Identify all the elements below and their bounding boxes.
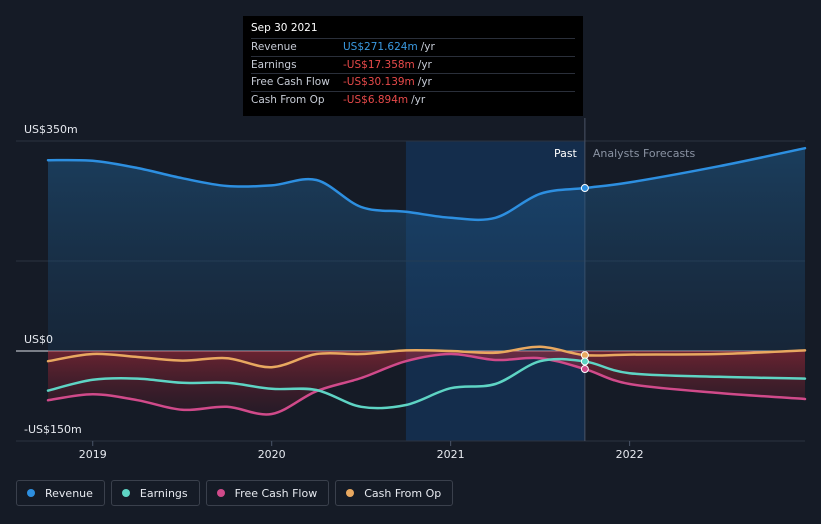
revenue-line bbox=[46, 146, 807, 222]
legend-label: Earnings bbox=[139, 486, 188, 500]
legend-dot-icon bbox=[121, 489, 130, 497]
tooltip-row-cash-from-op: Cash From Op -US$6.894m /yr bbox=[251, 90, 575, 109]
tooltip-label: Free Cash Flow bbox=[251, 76, 330, 89]
tooltip: Sep 30 2021 Revenue US$271.624m /yr Earn… bbox=[243, 16, 583, 116]
negative-area bbox=[48, 351, 805, 415]
tooltip-unit: /yr bbox=[420, 41, 435, 54]
legend-label: Cash From Op bbox=[364, 486, 442, 500]
y-tick-label: US$0 bbox=[24, 333, 53, 346]
tooltip-date: Sep 30 2021 bbox=[251, 22, 318, 34]
revenue-area bbox=[48, 148, 805, 351]
legend: Revenue Earnings Free Cash Flow Cash Fro… bbox=[16, 480, 454, 506]
earnings-marker bbox=[580, 357, 589, 366]
tooltip-unit: /yr bbox=[417, 76, 432, 89]
legend-item-earnings[interactable]: Earnings bbox=[110, 480, 200, 506]
tooltip-row-earnings: Earnings -US$17.358m /yr bbox=[251, 55, 575, 74]
legend-dot-icon bbox=[346, 489, 355, 497]
tooltip-row-revenue: Revenue US$271.624m /yr bbox=[251, 38, 575, 56]
legend-item-revenue[interactable]: Revenue bbox=[16, 480, 105, 506]
legend-item-free-cash-flow[interactable]: Free Cash Flow bbox=[205, 480, 330, 506]
tooltip-unit: /yr bbox=[411, 93, 426, 106]
tooltip-label: Revenue bbox=[251, 41, 297, 54]
tooltip-row-free-cash-flow: Free Cash Flow -US$30.139m /yr bbox=[251, 73, 575, 91]
revenue-marker bbox=[580, 184, 589, 193]
tooltip-value: -US$6.894m bbox=[343, 93, 409, 106]
tooltip-value: -US$30.139m bbox=[343, 76, 415, 89]
tooltip-value: US$271.624m bbox=[343, 41, 418, 54]
x-tick-label: 2021 bbox=[437, 448, 465, 461]
free-cash-flow-marker bbox=[580, 365, 589, 374]
legend-label: Free Cash Flow bbox=[234, 486, 318, 500]
legend-dot-icon bbox=[216, 489, 225, 497]
x-tick-label: 2019 bbox=[79, 448, 107, 461]
y-tick-label: -US$150m bbox=[24, 423, 82, 436]
x-tick-label: 2022 bbox=[616, 448, 644, 461]
earnings-line bbox=[46, 357, 807, 410]
tooltip-label: Earnings bbox=[251, 58, 297, 71]
legend-label: Revenue bbox=[45, 486, 93, 500]
past-label: Past bbox=[554, 147, 578, 160]
tooltip-value: -US$17.358m bbox=[343, 58, 415, 71]
legend-dot-icon bbox=[27, 489, 35, 497]
free-cash-flow-line bbox=[46, 352, 807, 416]
tooltip-unit: /yr bbox=[417, 58, 432, 71]
forecast-label: Analysts Forecasts bbox=[593, 147, 696, 160]
x-tick-label: 2020 bbox=[258, 448, 286, 461]
cash-from-op-line bbox=[46, 345, 807, 369]
legend-item-cash-from-op[interactable]: Cash From Op bbox=[335, 480, 454, 506]
y-tick-label: US$350m bbox=[24, 123, 78, 136]
tooltip-label: Cash From Op bbox=[251, 93, 325, 106]
